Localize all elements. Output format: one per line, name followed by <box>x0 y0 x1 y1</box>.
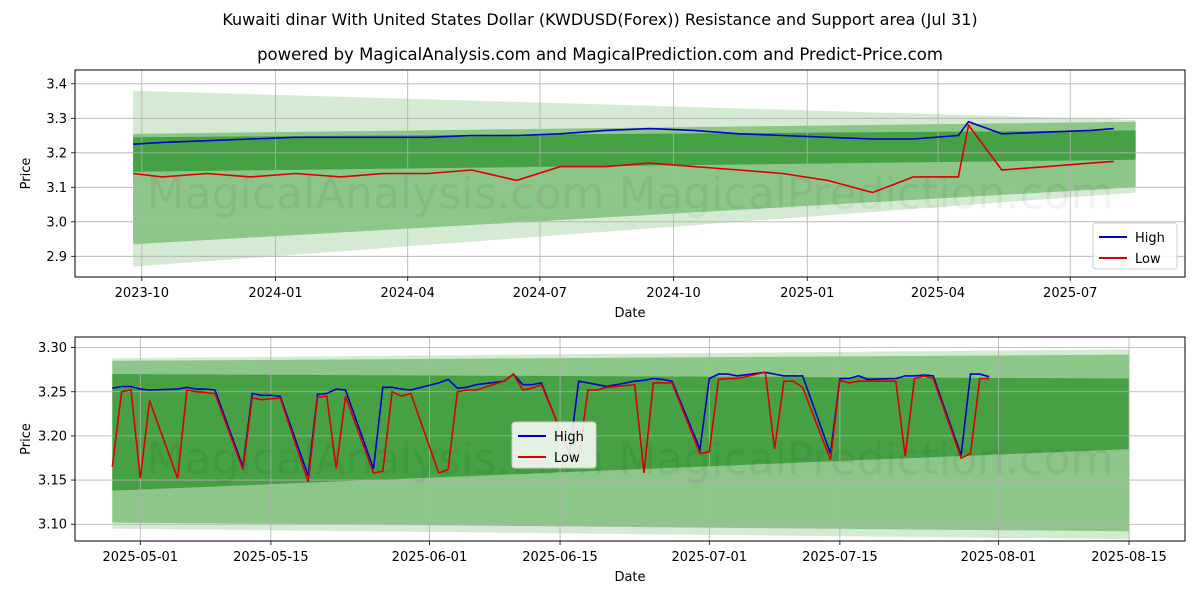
y-tick-label: 3.30 <box>38 341 67 356</box>
series-line-high <box>112 371 990 476</box>
watermark-text: MagicalAnalysis.com MagicalPrediction.co… <box>147 169 1114 220</box>
inner-band <box>133 130 1136 172</box>
x-tick-label: 2025-04 <box>911 286 965 301</box>
axes-frame <box>74 69 1186 278</box>
series-line-low <box>133 123 1114 194</box>
x-tick-label: 2025-07-15 <box>802 550 878 565</box>
inner-band <box>112 374 1130 491</box>
chart-title: Kuwaiti dinar With United States Dollar … <box>222 10 978 29</box>
legend-label-low: Low <box>1135 252 1161 267</box>
x-axis-label: Date <box>614 570 645 585</box>
y-tick-label: 3.10 <box>38 518 67 533</box>
x-axis-label: Date <box>614 306 645 321</box>
x-tick-label: 2023-10 <box>115 286 169 301</box>
chart-panel-top: 2023-10 2024-01 2024-04 2024-07 2024-10 2025-… <box>19 69 1186 321</box>
x-tick-label: 2025-01 <box>780 286 834 301</box>
x-tick-label: 2025-06-01 <box>392 550 468 565</box>
y-tick-label: 3.1 <box>46 181 67 196</box>
x-tick-label: 2025-08-01 <box>961 550 1037 565</box>
x-tick-label: 2025-05-15 <box>233 550 309 565</box>
x-tick-label: 2024-10 <box>646 286 700 301</box>
legend-label-high: High <box>1135 231 1165 246</box>
x-tick-label: 2024-07 <box>513 286 567 301</box>
y-tick-label: 3.20 <box>38 429 67 444</box>
x-tick-label: 2025-07-01 <box>672 550 748 565</box>
x-tick-label: 2025-05-01 <box>103 550 179 565</box>
axes-frame <box>74 336 1186 542</box>
axis-ticks: 2023-10 2024-01 2024-04 2024-07 2024-10 2025-… <box>46 70 1185 301</box>
y-tick-label: 3.0 <box>46 215 67 230</box>
y-tick-label: 3.3 <box>46 112 67 127</box>
y-axis-label: Price <box>19 158 34 190</box>
y-tick-label: 3.4 <box>46 77 67 92</box>
x-tick-label: 2024-04 <box>381 286 435 301</box>
series-line-high <box>133 120 1114 145</box>
legend: High Low <box>1092 222 1178 270</box>
legend-label-high: High <box>554 430 584 445</box>
x-tick-label: 2025-06-15 <box>522 550 598 565</box>
chart-subtitle: powered by MagicalAnalysis.com and Magic… <box>257 45 943 64</box>
x-tick-label: 2025-07 <box>1043 286 1097 301</box>
legend-label-low: Low <box>554 451 580 466</box>
chart-panel-bottom: 2025-05-01 2025-05-15 2025-06-01 2025-06-15… <box>19 336 1186 585</box>
y-tick-label: 3.15 <box>38 474 67 489</box>
series-line-low <box>111 371 990 483</box>
x-tick-label: 2024-01 <box>248 286 302 301</box>
x-tick-label: 2025-08-15 <box>1091 550 1167 565</box>
watermark-text: MagicalAnalysis.com MagicalPrediction.co… <box>147 434 1114 485</box>
y-tick-label: 2.9 <box>46 250 67 265</box>
y-axis-label: Price <box>19 423 34 455</box>
y-tick-label: 3.2 <box>46 146 67 161</box>
legend: High Low <box>511 421 597 469</box>
y-tick-label: 3.25 <box>38 385 67 400</box>
